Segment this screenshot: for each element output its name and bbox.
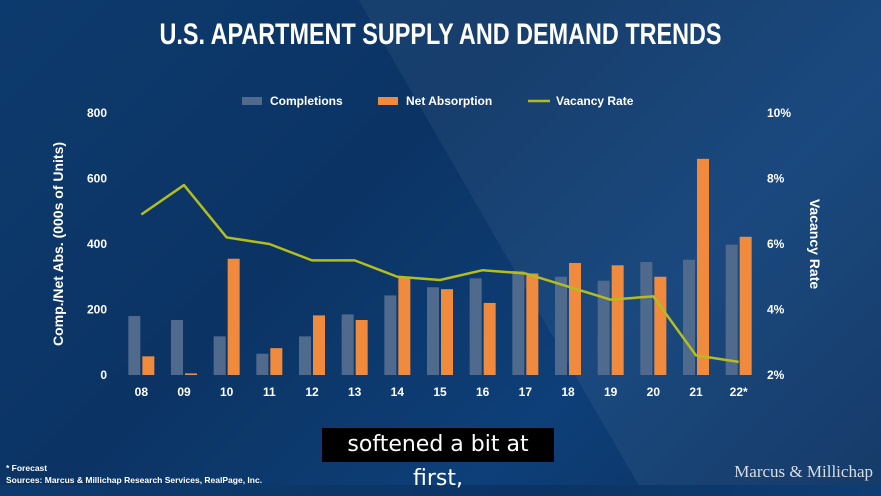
right-tick-label: 8% <box>767 172 785 186</box>
right-axis: 2% 4% 6% 8% 10% <box>767 106 791 382</box>
x-tick-label: 15 <box>433 385 447 399</box>
legend-label: Vacancy Rate <box>556 94 634 108</box>
right-tick-label: 6% <box>767 237 785 251</box>
left-axis: 0 200 400 600 800 <box>87 106 107 382</box>
x-tick-label: 14 <box>391 385 405 399</box>
x-tick-label: 16 <box>476 385 490 399</box>
completions-bar <box>128 316 141 375</box>
x-tick-label: 20 <box>647 385 661 399</box>
completions-bar <box>725 244 738 375</box>
axis-titles: Comp./Net Abs. (000s of Units) Vacancy Ra… <box>50 142 823 346</box>
legend-swatch <box>378 97 398 105</box>
completions-bar <box>555 276 567 375</box>
y-axis-title-left: Comp./Net Abs. (000s of Units) <box>50 142 66 346</box>
legend-label: Net Absorption <box>406 94 492 108</box>
bars <box>128 158 752 375</box>
x-tick-label: 17 <box>519 385 533 399</box>
left-tick-label: 0 <box>100 368 107 382</box>
completions-bar <box>299 336 311 375</box>
x-tick-label: 21 <box>689 385 703 399</box>
net-absorption-bar <box>569 262 581 375</box>
legend-label: Completions <box>270 94 343 108</box>
completions-bar <box>171 319 183 375</box>
completions-bar <box>213 336 226 375</box>
completions-bar <box>427 287 439 375</box>
net-absorption-bar <box>697 158 709 375</box>
left-tick-label: 200 <box>87 303 107 317</box>
right-tick-label: 10% <box>767 106 791 120</box>
vacancy-rate-line <box>140 183 739 364</box>
right-tick-label: 4% <box>767 303 785 317</box>
x-tick-label: 10 <box>220 385 234 399</box>
completions-bar <box>683 259 695 375</box>
net-absorption-bar <box>611 265 624 375</box>
x-tick-label: 11 <box>263 385 276 399</box>
footnote-forecast: * Forecast <box>6 463 48 473</box>
video-caption: softened a bit at first, <box>322 428 554 491</box>
completions-bar <box>512 270 525 375</box>
x-tick-label: 13 <box>348 385 362 399</box>
left-tick-label: 600 <box>87 172 107 186</box>
net-absorption-bar <box>739 236 752 375</box>
left-tick-label: 800 <box>87 106 107 120</box>
footnote-sources: Sources: Marcus & Millichap Research Ser… <box>6 475 263 485</box>
chart-title: U.S. APARTMENT SUPPLY AND DEMAND TRENDS <box>159 18 722 51</box>
net-absorption-bar <box>227 258 240 375</box>
completions-bar <box>256 353 269 375</box>
vacancy-line <box>140 183 739 364</box>
chart-svg: Completions Net Absorption Vacancy Rate 0 2… <box>50 94 823 399</box>
x-tick-label: 12 <box>305 385 319 399</box>
completions-bar <box>640 262 653 375</box>
net-absorption-bar <box>483 302 496 375</box>
net-absorption-bar <box>441 289 453 375</box>
x-tick-label: 22* <box>730 385 748 399</box>
brand-logo: Marcus & Millichap <box>734 462 873 481</box>
x-tick-label: 18 <box>561 385 575 399</box>
net-absorption-bar <box>313 315 325 375</box>
y-axis-title-right: Vacancy Rate <box>807 199 823 289</box>
net-absorption-bar <box>654 276 667 375</box>
right-tick-label: 2% <box>767 368 785 382</box>
net-absorption-bar <box>185 373 197 375</box>
x-axis: 08 09 10 11 12 13 14 15 16 17 18 19 20 21 22* <box>135 385 748 399</box>
legend-swatch <box>242 97 262 105</box>
net-absorption-bar <box>526 273 539 375</box>
left-tick-label: 400 <box>87 237 107 251</box>
completions-bar <box>469 278 482 375</box>
net-absorption-bar <box>142 356 155 375</box>
completions-bar <box>597 280 610 375</box>
net-absorption-bar <box>270 348 283 375</box>
completions-bar <box>341 314 354 375</box>
x-tick-label: 08 <box>135 385 149 399</box>
net-absorption-bar <box>355 319 368 375</box>
x-tick-label: 09 <box>177 385 191 399</box>
legend: Completions Net Absorption Vacancy Rate <box>242 94 634 108</box>
net-absorption-bar <box>398 277 411 375</box>
x-tick-label: 19 <box>604 385 618 399</box>
completions-bar <box>384 295 397 375</box>
